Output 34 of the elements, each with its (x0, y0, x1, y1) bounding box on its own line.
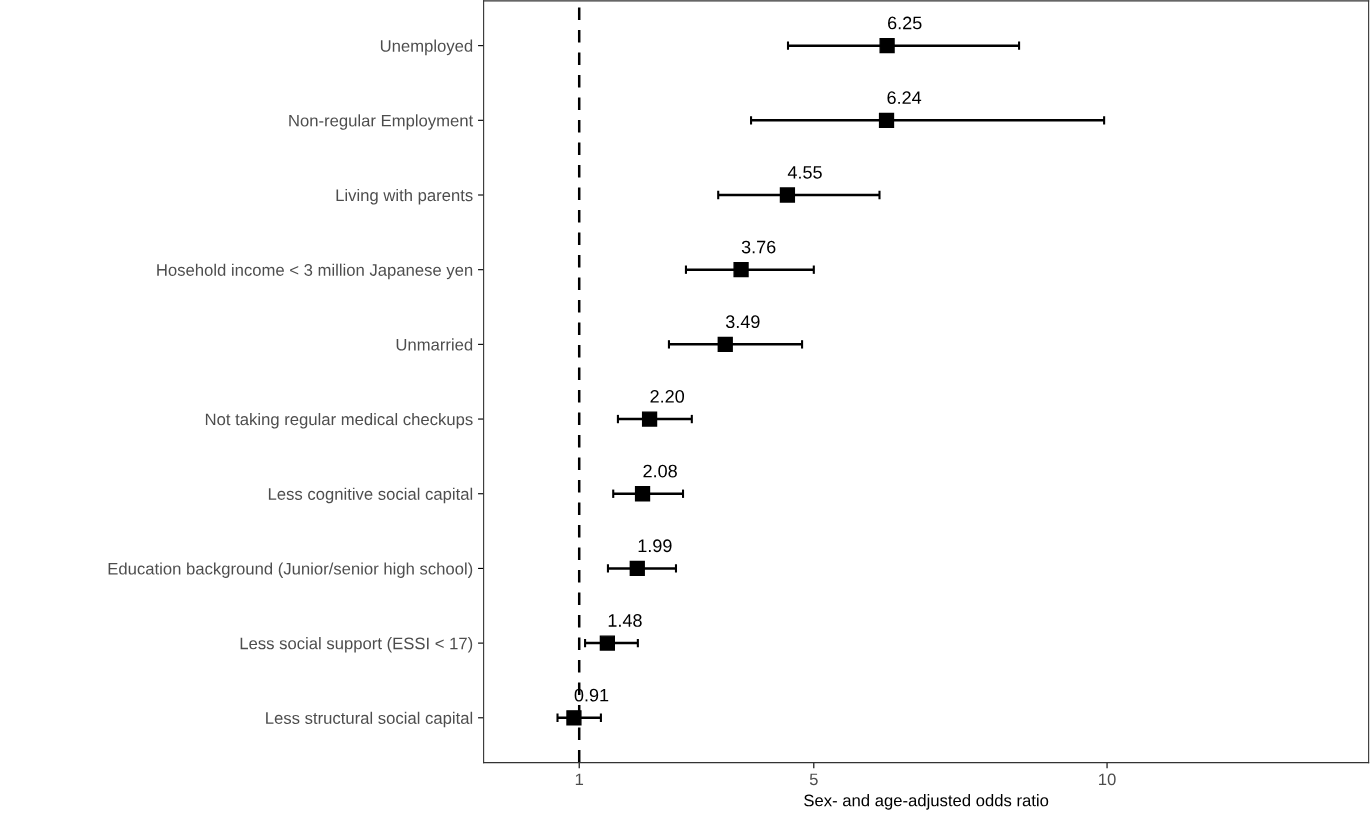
point (641, 411, 658, 427)
point (879, 37, 895, 54)
point (878, 112, 895, 128)
point (733, 262, 749, 278)
data-label: 0.91 (574, 688, 609, 702)
data-label: 2.20 (650, 390, 685, 403)
x-tick-label: 1 (575, 773, 584, 786)
y-tick-label: Less structural social capital (266, 711, 473, 728)
point (717, 336, 733, 353)
x-tick-label: 5 (809, 773, 818, 786)
point (779, 187, 796, 203)
point (599, 635, 615, 651)
data-label: 1.99 (638, 539, 672, 553)
y-tick-label: Less cognitive social capital (268, 487, 473, 504)
data-label: 2.08 (643, 464, 677, 478)
x-tick-label: 10 (1099, 773, 1116, 786)
point (634, 486, 651, 502)
data-label: 3.49 (725, 315, 760, 329)
data-label: 6.24 (887, 91, 922, 105)
data-label: 4.55 (787, 166, 822, 179)
point (566, 710, 582, 726)
y-tick-label: Living with parents (336, 188, 473, 205)
y-tick-label: Non-regular Employment (289, 114, 474, 130)
x-axis-title: Sex- and age-adjusted odds ratio (804, 794, 1049, 810)
y-tick-label: Less social support (ESSI < 17) (240, 637, 473, 653)
y-tick-label: Hosehold income < 3 million Japanese yen (157, 263, 473, 280)
point (629, 560, 645, 577)
y-tick-label: Unemployed (380, 39, 473, 56)
data-label: 6.25 (888, 16, 922, 30)
data-label: 1.48 (608, 614, 642, 627)
y-tick-label: Unmarried (396, 338, 473, 351)
y-tick-label: Education background (Junior/senior high school) (108, 562, 473, 578)
y-tick-label: Not taking regular medical checkups (205, 413, 473, 429)
data-label: 3.76 (741, 240, 776, 254)
